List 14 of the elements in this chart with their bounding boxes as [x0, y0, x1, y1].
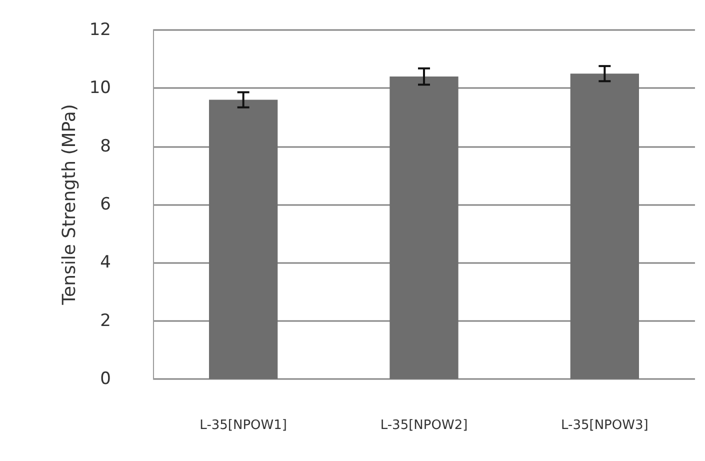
y-tick-label: 4 — [100, 252, 111, 273]
x-tick-label: L-35[NPOW1] — [200, 418, 287, 433]
x-tick-label: L-35[NPOW3] — [561, 418, 648, 433]
bar — [570, 74, 639, 379]
bar — [209, 100, 278, 379]
y-tick-label: 10 — [89, 78, 111, 98]
y-tick-label: 8 — [100, 136, 111, 156]
y-tick-label: 12 — [89, 20, 111, 40]
bar — [390, 76, 458, 379]
y-tick-label: 2 — [100, 310, 111, 331]
y-tick-label: 6 — [100, 194, 111, 214]
y-tick-label: 0 — [100, 369, 111, 389]
y-axis-title: Tensile Strength (MPa) — [58, 104, 80, 306]
x-tick-label: L-35[NPOW2] — [380, 418, 468, 433]
